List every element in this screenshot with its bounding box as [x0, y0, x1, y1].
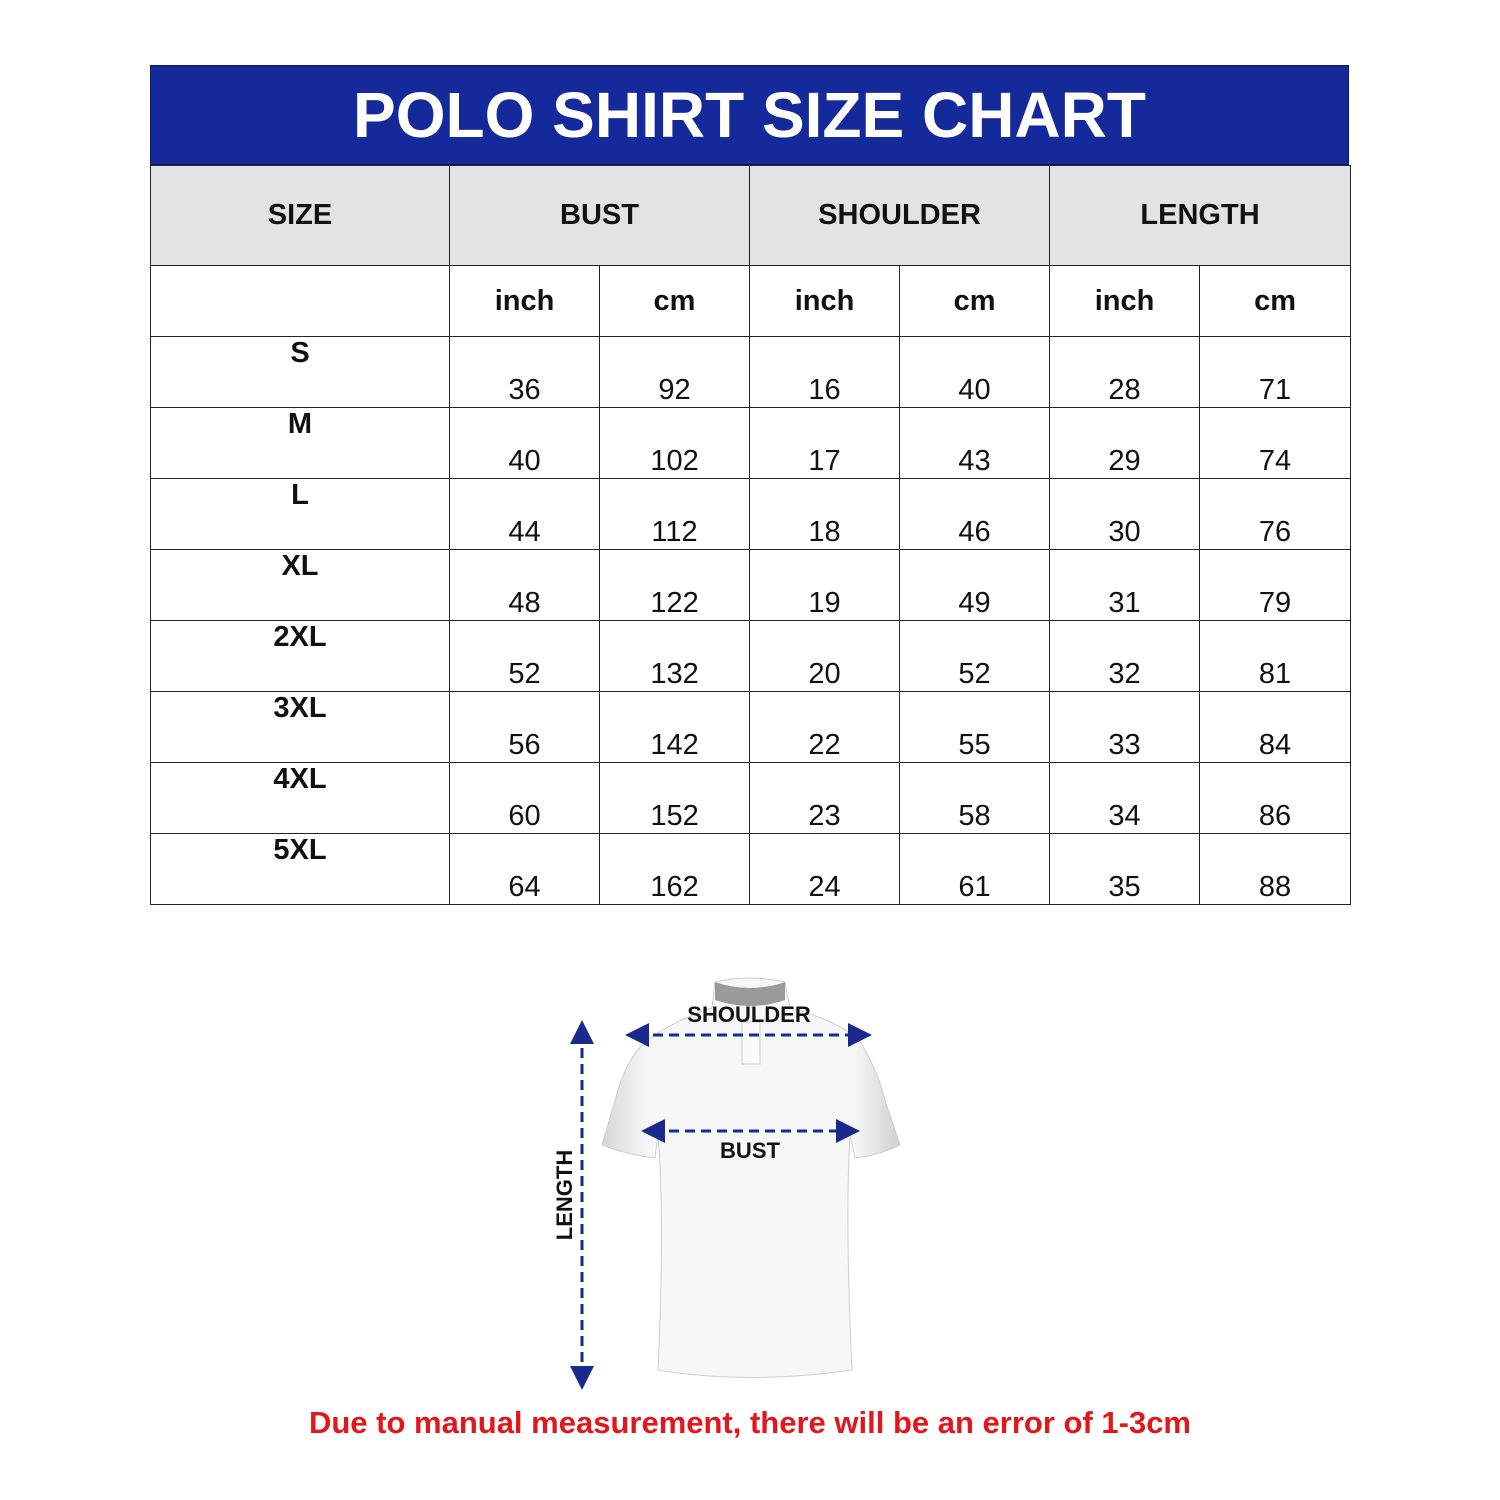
value-cell: 64 [449, 833, 600, 905]
value-cell: 23 [749, 762, 901, 834]
value-cell: 48 [449, 549, 600, 621]
value-cell: 61 [899, 833, 1051, 905]
size-cell: 2XL [150, 620, 450, 692]
value-cell: 28 [1049, 336, 1201, 408]
group-header-row: SIZE BUST SHOULDER LENGTH [150, 165, 1352, 266]
value-cell: 40 [899, 336, 1051, 408]
size-cell: L [150, 478, 450, 550]
value-cell: 46 [899, 478, 1051, 550]
value-cell: 132 [598, 620, 751, 692]
table-row: S 36 92 16 40 28 71 [150, 336, 1352, 408]
value-cell: 79 [1199, 549, 1352, 621]
value-cell: 17 [749, 407, 901, 479]
polo-shirt-icon: SHOULDER BUST LENGTH [552, 977, 901, 1390]
size-cell: M [150, 407, 450, 479]
value-cell: 33 [1049, 691, 1201, 763]
value-cell: 43 [899, 407, 1051, 479]
value-cell: 60 [449, 762, 600, 834]
unit-header [150, 265, 450, 337]
unit-header: inch [749, 265, 901, 337]
table-row: 3XL 56 142 22 55 33 84 [150, 691, 1352, 763]
value-cell: 86 [1199, 762, 1352, 834]
chart-title: POLO SHIRT SIZE CHART [150, 65, 1349, 165]
value-cell: 18 [749, 478, 901, 550]
value-cell: 142 [598, 691, 751, 763]
value-cell: 19 [749, 549, 901, 621]
value-cell: 20 [749, 620, 901, 692]
value-cell: 162 [598, 833, 751, 905]
unit-header: cm [1199, 265, 1352, 337]
value-cell: 84 [1199, 691, 1352, 763]
size-cell: 5XL [150, 833, 450, 905]
value-cell: 102 [598, 407, 751, 479]
header-size: SIZE [150, 165, 450, 266]
table-row: XL 48 122 19 49 31 79 [150, 549, 1352, 621]
value-cell: 22 [749, 691, 901, 763]
value-cell: 29 [1049, 407, 1201, 479]
value-cell: 24 [749, 833, 901, 905]
length-label: LENGTH [552, 1150, 577, 1240]
size-table: SIZE BUST SHOULDER LENGTH inch cm inch c… [150, 165, 1352, 905]
value-cell: 112 [598, 478, 751, 550]
value-cell: 16 [749, 336, 901, 408]
value-cell: 31 [1049, 549, 1201, 621]
value-cell: 52 [449, 620, 600, 692]
shoulder-label: SHOULDER [687, 1002, 811, 1027]
value-cell: 58 [899, 762, 1051, 834]
table-row: L 44 112 18 46 30 76 [150, 478, 1352, 550]
table-row: 5XL 64 162 24 61 35 88 [150, 833, 1352, 905]
unit-header: cm [899, 265, 1051, 337]
value-cell: 34 [1049, 762, 1201, 834]
size-cell: 3XL [150, 691, 450, 763]
value-cell: 76 [1199, 478, 1352, 550]
value-cell: 71 [1199, 336, 1352, 408]
unit-header: inch [1049, 265, 1201, 337]
value-cell: 56 [449, 691, 600, 763]
value-cell: 35 [1049, 833, 1201, 905]
value-cell: 40 [449, 407, 600, 479]
header-shoulder: SHOULDER [749, 165, 1051, 266]
size-cell: 4XL [150, 762, 450, 834]
value-cell: 52 [899, 620, 1051, 692]
value-cell: 49 [899, 549, 1051, 621]
header-bust: BUST [448, 165, 751, 266]
value-cell: 152 [598, 762, 751, 834]
value-cell: 55 [899, 691, 1051, 763]
bust-label: BUST [720, 1138, 780, 1163]
value-cell: 32 [1049, 620, 1201, 692]
value-cell: 122 [598, 549, 751, 621]
unit-header-row: inch cm inch cm inch cm [150, 265, 1352, 337]
table-row: 4XL 60 152 23 58 34 86 [150, 762, 1352, 834]
value-cell: 36 [449, 336, 600, 408]
value-cell: 30 [1049, 478, 1201, 550]
header-length: LENGTH [1049, 165, 1352, 266]
value-cell: 81 [1199, 620, 1352, 692]
table-row: 2XL 52 132 20 52 32 81 [150, 620, 1352, 692]
size-cell: XL [150, 549, 450, 621]
value-cell: 44 [449, 478, 600, 550]
unit-header: inch [449, 265, 600, 337]
size-cell: S [150, 336, 450, 408]
value-cell: 88 [1199, 833, 1352, 905]
unit-header: cm [598, 265, 751, 337]
value-cell: 74 [1199, 407, 1352, 479]
measurement-note: Due to manual measurement, there will be… [308, 1405, 1192, 1440]
value-cell: 92 [598, 336, 751, 408]
table-row: M 40 102 17 43 29 74 [150, 407, 1352, 479]
